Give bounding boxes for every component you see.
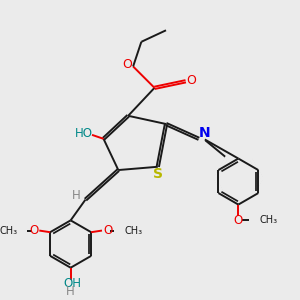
Text: O: O — [29, 224, 38, 237]
Text: H: H — [66, 285, 74, 298]
Text: CH₃: CH₃ — [0, 226, 17, 236]
Text: O: O — [103, 224, 112, 237]
Text: CH₃: CH₃ — [124, 226, 142, 236]
Text: CH₃: CH₃ — [260, 215, 278, 225]
Text: O: O — [234, 214, 243, 227]
Text: H: H — [72, 189, 81, 202]
Text: O: O — [187, 74, 196, 87]
Text: O: O — [122, 58, 132, 71]
Text: N: N — [199, 126, 210, 140]
Text: S: S — [153, 167, 164, 181]
Text: OH: OH — [63, 277, 81, 290]
Text: HO: HO — [75, 127, 93, 140]
